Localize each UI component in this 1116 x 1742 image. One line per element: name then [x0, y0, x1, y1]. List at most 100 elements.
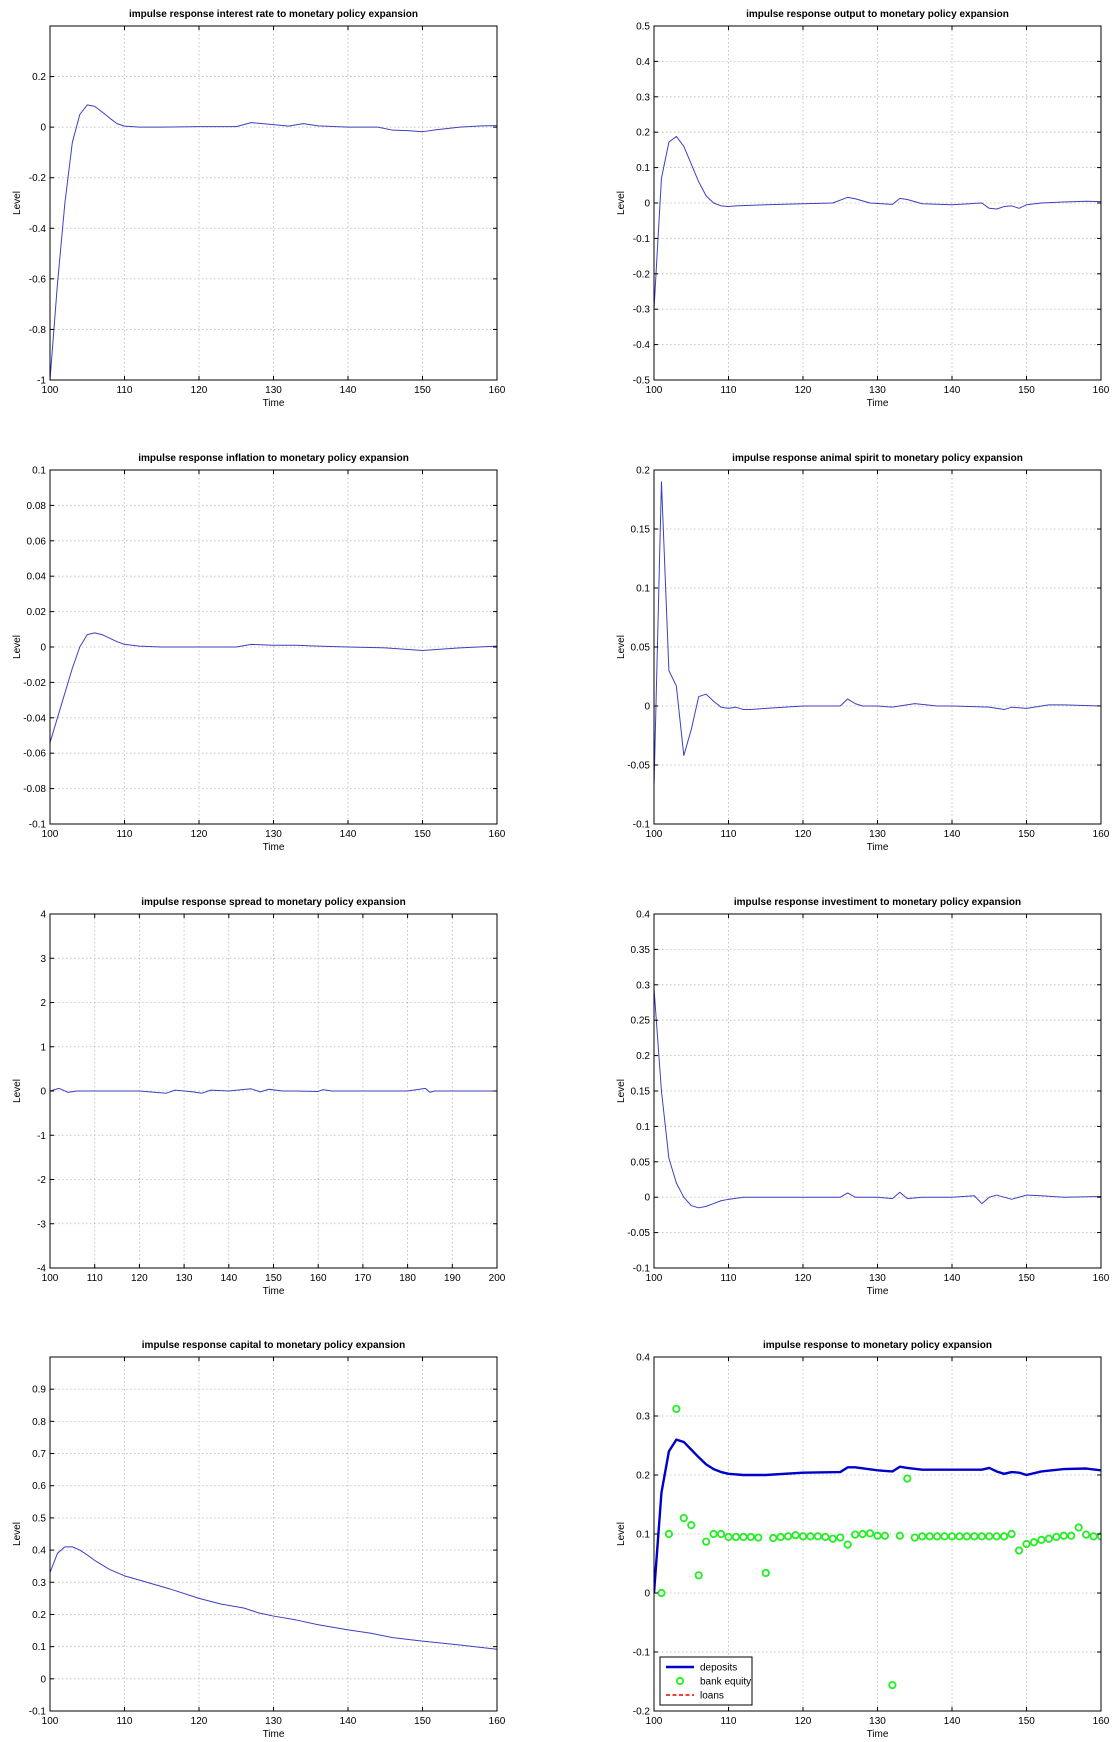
y-tick-label: 0.1	[636, 163, 650, 174]
chart-title: impulse response investiment to monetary…	[734, 897, 1021, 908]
y-tick-label: -0.4	[633, 340, 651, 351]
data-point	[977, 1532, 986, 1541]
series-group	[50, 104, 497, 380]
x-tick-label: 100	[42, 1716, 59, 1727]
legend-box	[659, 1656, 753, 1706]
data-point	[716, 1529, 726, 1539]
data-point	[873, 1531, 882, 1540]
y-tick-label: 0	[644, 1589, 650, 1600]
data-point	[1000, 1532, 1009, 1541]
chart-panel-2: 100 110 120 130 140 150 160 -0.5 -0.4 -0.3 -0.2 -0.…	[616, 9, 1110, 409]
y-tick-label: 0.2	[636, 128, 650, 139]
data-point	[1082, 1530, 1091, 1539]
y-tick-label: 0.05	[631, 1157, 651, 1168]
y-tick-label: 0.1	[32, 466, 46, 477]
x-tick-label: 140	[340, 829, 357, 840]
y-tick-label: 0.15	[631, 1087, 651, 1098]
data-point	[1074, 1523, 1083, 1532]
y-tick-label: 0.15	[631, 525, 651, 536]
data-point	[798, 1532, 808, 1541]
y-tick-label: 0.25	[631, 1016, 651, 1027]
data-point	[955, 1532, 964, 1541]
x-axis-label: Time	[263, 1286, 285, 1297]
y-axis-label: Level	[616, 635, 627, 659]
series-line-response	[654, 988, 1101, 1209]
data-point	[895, 1531, 904, 1540]
series-line-response	[50, 104, 497, 380]
data-point	[940, 1532, 949, 1541]
y-tick-label: 0.2	[32, 1610, 46, 1621]
y-tick-label: -0.2	[29, 173, 47, 184]
data-point	[828, 1534, 837, 1543]
x-tick-label: 200	[489, 1273, 506, 1284]
y-tick-label: 0.08	[27, 501, 47, 512]
x-tick-label: 120	[795, 385, 812, 396]
data-point	[910, 1533, 919, 1542]
x-axis-label: Time	[263, 842, 285, 853]
y-tick-label: -0.5	[633, 376, 651, 387]
x-axis-label: Time	[867, 398, 889, 409]
x-tick-label: 150	[414, 829, 431, 840]
x-tick-label: 120	[191, 1716, 208, 1727]
data-point	[925, 1532, 934, 1541]
y-axis-label: Level	[12, 1522, 23, 1546]
x-tick-label: 150	[1018, 1716, 1035, 1727]
series-line-deposits	[654, 1438, 1101, 1594]
data-point	[806, 1532, 815, 1541]
y-tick-label: 0.4	[636, 1353, 650, 1364]
y-tick-label: 0.8	[32, 1417, 46, 1428]
data-point	[724, 1532, 733, 1542]
chart-title: impulse response inflation to monetary p…	[138, 453, 409, 464]
y-tick-label: -0.05	[627, 761, 650, 772]
series-group	[654, 481, 1101, 787]
chart-title: impulse response to monetary policy expa…	[763, 1340, 992, 1351]
data-point	[657, 1588, 666, 1598]
data-point	[985, 1532, 994, 1541]
series-bank-equity	[657, 1404, 1101, 1690]
data-point	[843, 1540, 852, 1549]
y-tick-label: 0	[644, 702, 650, 713]
x-tick-label: 150	[414, 1716, 431, 1727]
y-tick-label: 0.35	[631, 945, 651, 956]
x-tick-label: 100	[646, 829, 663, 840]
y-tick-label: -0.2	[633, 1707, 651, 1718]
series-group	[654, 135, 1101, 310]
x-tick-label: 100	[42, 385, 59, 396]
y-tick-label: 0.5	[636, 22, 650, 33]
x-tick-label: 160	[1093, 385, 1110, 396]
chart-panel-6: 100 110 120 130 140 150 160 -0.1 -0.05 0 0.05 0.1 0.…	[616, 897, 1110, 1297]
y-tick-label: 0	[40, 1674, 46, 1685]
x-tick-label: 130	[265, 829, 282, 840]
series-line-response	[654, 135, 1101, 310]
x-tick-label: 150	[1018, 829, 1035, 840]
x-axis-label: Time	[867, 1286, 889, 1297]
x-tick-label: 150	[265, 1273, 282, 1284]
x-tick-label: 130	[869, 829, 886, 840]
data-point	[821, 1532, 830, 1542]
y-axis-label: Level	[616, 191, 627, 215]
data-point	[1014, 1546, 1024, 1555]
y-tick-label: 0.06	[27, 536, 47, 547]
y-tick-label: -0.04	[23, 713, 46, 724]
x-tick-label: 130	[176, 1273, 193, 1284]
x-tick-label: 100	[646, 385, 663, 396]
chart-title: impulse response animal spirit to moneta…	[732, 453, 1023, 464]
data-point	[1067, 1531, 1076, 1540]
legend: deposits bank equity loans	[659, 1656, 753, 1706]
x-tick-label: 140	[944, 1716, 961, 1727]
data-point	[1089, 1532, 1098, 1541]
x-tick-label: 130	[869, 1716, 886, 1727]
data-point	[836, 1533, 845, 1542]
series-group	[50, 632, 497, 743]
data-point	[992, 1532, 1001, 1541]
y-axis-label: Level	[616, 1079, 627, 1103]
y-tick-label: 0.2	[636, 466, 650, 477]
x-tick-label: 100	[42, 829, 59, 840]
y-axis-label: Level	[12, 1079, 23, 1103]
data-point	[664, 1529, 674, 1539]
data-point	[783, 1532, 793, 1541]
chart-panel-5: 100 110 120 130 140 150 160 170 180 190 200-4-3-2-…	[12, 897, 506, 1297]
series-group	[654, 1404, 1101, 1690]
y-tick-label: 0.1	[636, 1530, 650, 1541]
